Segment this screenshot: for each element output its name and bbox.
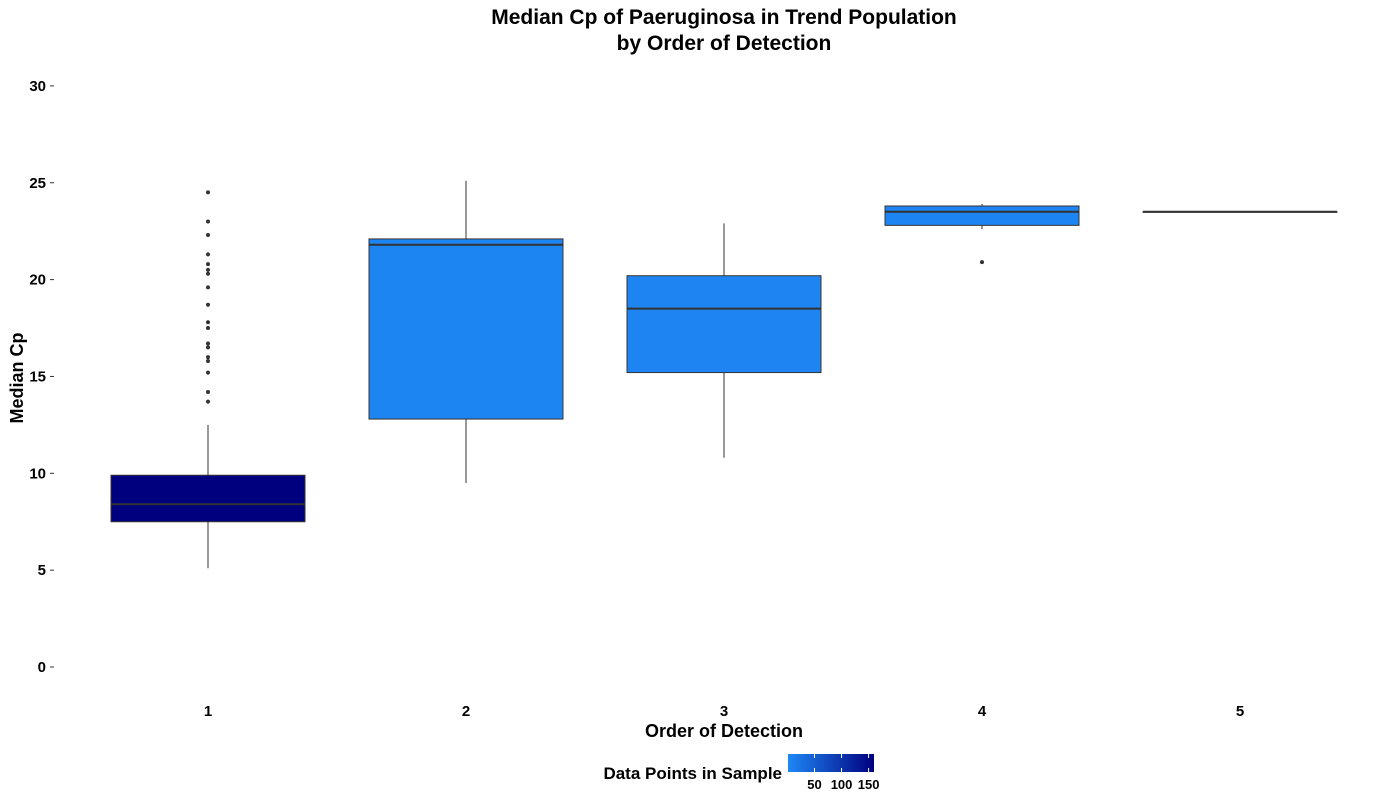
y-tick-label: 30 xyxy=(29,78,46,95)
outlier-point xyxy=(206,252,210,257)
x-tick-label: 4 xyxy=(978,703,987,720)
y-tick-label: 20 xyxy=(29,272,46,289)
outlier-point xyxy=(206,285,210,290)
outlier-point xyxy=(206,219,210,224)
outlier-point xyxy=(206,271,210,276)
outlier-point xyxy=(206,320,210,325)
legend-colorbar xyxy=(788,754,874,772)
outlier-point xyxy=(206,355,210,360)
x-tick-label: 5 xyxy=(1236,703,1244,720)
outlier-point xyxy=(206,345,210,350)
legend-ticks: 50 100 150 xyxy=(807,754,879,792)
outlier-point xyxy=(206,341,210,346)
outlier-point xyxy=(206,302,210,307)
legend-tick-label: 100 xyxy=(831,777,853,792)
box-3 xyxy=(626,223,822,458)
box-5 xyxy=(1142,210,1338,213)
box-4 xyxy=(884,204,1080,265)
outlier-point xyxy=(206,389,210,394)
chart-title-line1: Median Cp of Paeruginosa in Trend Popula… xyxy=(491,6,957,29)
outlier-point xyxy=(206,399,210,404)
y-tick-label: 10 xyxy=(29,465,46,482)
y-axis: 0 5 10 15 20 25 30 xyxy=(29,78,54,676)
box-2 xyxy=(368,180,564,483)
color-legend: Data Points in Sample 50 100 150 xyxy=(603,754,879,792)
x-tick-label: 1 xyxy=(204,703,212,720)
y-tick-label: 0 xyxy=(38,659,46,676)
outlier-point xyxy=(206,358,210,363)
box-iqr xyxy=(110,474,306,523)
outlier-point xyxy=(980,260,984,265)
box-1 xyxy=(110,190,306,569)
x-tick-label: 2 xyxy=(462,703,470,720)
legend-tick-label: 150 xyxy=(858,777,880,792)
outlier-point xyxy=(206,190,210,195)
outlier-point xyxy=(206,326,210,331)
box-iqr xyxy=(884,205,1080,226)
legend-title: Data Points in Sample xyxy=(603,764,782,783)
y-tick-label: 15 xyxy=(29,368,46,385)
y-tick-label: 5 xyxy=(38,562,46,579)
chart-title-line2: by Order of Detection xyxy=(617,32,832,55)
x-axis: 1 2 3 4 5 xyxy=(204,703,1244,720)
y-axis-title: Median Cp xyxy=(7,332,27,423)
plot-area xyxy=(110,180,1338,569)
outlier-point xyxy=(206,262,210,267)
box-iqr xyxy=(368,238,564,420)
legend-tick-label: 50 xyxy=(807,777,821,792)
outlier-point xyxy=(206,370,210,375)
outlier-point xyxy=(206,233,210,238)
y-tick-label: 25 xyxy=(29,175,46,192)
x-axis-title: Order of Detection xyxy=(645,721,803,741)
outlier-point xyxy=(206,267,210,272)
x-tick-label: 3 xyxy=(720,703,728,720)
box-iqr xyxy=(626,275,822,374)
